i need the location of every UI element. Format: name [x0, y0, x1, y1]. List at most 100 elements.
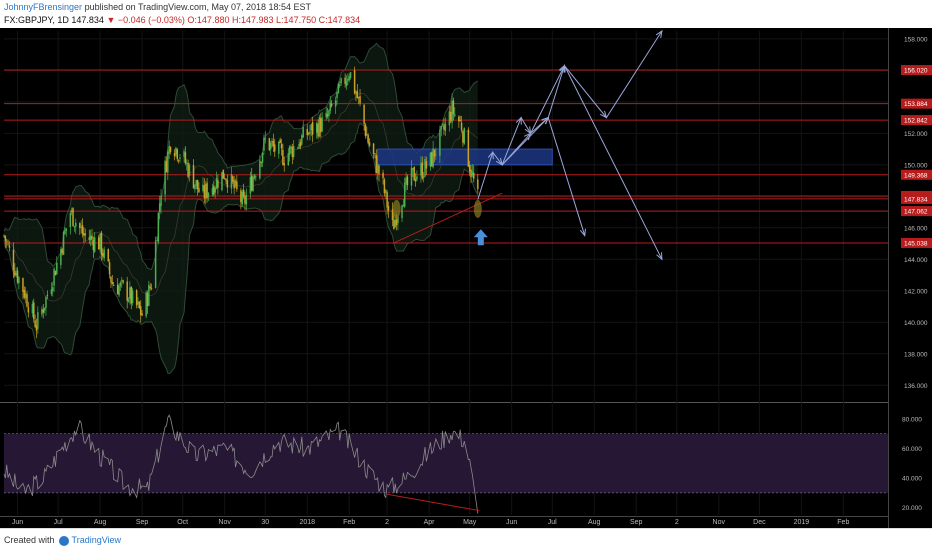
tradingview-link[interactable]: TradingView [71, 535, 122, 545]
candle-body [88, 237, 91, 240]
level-tag-box [901, 206, 932, 217]
level-tag-label: 149.368 [904, 172, 928, 179]
candle-body [50, 289, 53, 294]
candle [42, 304, 45, 319]
candle [213, 180, 215, 197]
candle-body [158, 203, 161, 212]
candle-body [8, 245, 11, 248]
candle [122, 279, 124, 285]
candle [14, 263, 16, 278]
candle-body [79, 223, 81, 228]
candle-body [61, 249, 63, 254]
candle-body [386, 192, 388, 208]
level-tag-box [901, 169, 932, 180]
candle [444, 117, 447, 136]
candle [107, 248, 109, 263]
candle [425, 156, 428, 175]
price-chart-svg[interactable]: Jun Jul Aug Sep Oct Nov 30 2018 Feb 2 Apr May Jun Jul… [0, 28, 932, 528]
candle [325, 106, 327, 121]
y-tick-label: 140.000 [904, 320, 928, 327]
candle [54, 270, 57, 276]
candle-body [433, 149, 436, 157]
level-tag-box [901, 193, 932, 204]
candle-body [7, 243, 9, 245]
candle-body [15, 272, 17, 276]
candle [149, 282, 151, 291]
candle [204, 181, 207, 205]
candle [330, 100, 333, 108]
candle [355, 90, 357, 102]
candle-body [317, 123, 319, 137]
level-tag-box [901, 98, 932, 109]
candle-body [244, 195, 246, 204]
candle [375, 149, 378, 174]
candle [329, 96, 332, 115]
candle-body [421, 162, 424, 179]
candle [317, 119, 319, 140]
candle [196, 179, 199, 196]
chart-area[interactable]: Jun Jul Aug Sep Oct Nov 30 2018 Feb 2 Apr May Jun Jul… [0, 28, 932, 528]
candle-body [420, 163, 422, 176]
candle [421, 156, 424, 181]
symbol-label[interactable]: FX:GBPJPY, 1D [4, 15, 69, 25]
candle-body [5, 241, 8, 243]
candle [241, 189, 244, 207]
candle-body [471, 171, 474, 176]
candle [253, 173, 256, 180]
candle [223, 173, 226, 180]
candle [403, 177, 406, 209]
level-price-tag: 156.020 [901, 65, 932, 76]
candle [118, 283, 120, 298]
candle-body [192, 165, 195, 189]
candle [146, 290, 149, 315]
candle [184, 146, 187, 166]
level-price-tag: 153.884 [901, 98, 932, 109]
candle-body [214, 188, 216, 193]
candle [88, 229, 91, 244]
candle [249, 171, 252, 199]
candle-body [382, 172, 384, 179]
candle [53, 267, 55, 293]
candle [441, 122, 444, 127]
candle [65, 228, 68, 237]
close-value: C:147.834 [318, 15, 361, 25]
candle-body [83, 233, 85, 236]
candle-body [118, 286, 120, 296]
candle [471, 164, 474, 178]
x-tick-label: 30 [261, 519, 269, 526]
candle [459, 115, 461, 122]
candle [244, 191, 246, 211]
candle-body [378, 165, 380, 175]
candle [321, 112, 323, 133]
candle-body [22, 278, 24, 292]
candle-body [372, 143, 375, 154]
candle-body [326, 114, 329, 117]
candle [279, 137, 281, 144]
candle-body [107, 249, 109, 262]
candle-body [307, 133, 310, 134]
candle [4, 235, 7, 248]
candle-body [23, 289, 26, 298]
candle [297, 146, 299, 150]
candle [280, 138, 283, 156]
candle-body [207, 192, 210, 198]
candle-body [477, 179, 479, 190]
candle [138, 301, 141, 310]
candle [192, 159, 195, 189]
x-tick-label: May [463, 519, 477, 526]
candle-body [278, 141, 280, 154]
candle [203, 178, 206, 204]
candle-body [74, 222, 77, 227]
candle [110, 276, 112, 289]
candle [139, 300, 142, 323]
x-tick-label: Dec [753, 519, 766, 526]
candle [291, 143, 294, 165]
candle-body [89, 235, 92, 241]
candle [283, 156, 285, 172]
x-tick-label: Jun [506, 519, 517, 526]
candle-body [439, 129, 441, 156]
tradingview-logo-icon [58, 535, 69, 546]
candle-body [234, 180, 237, 187]
author-link[interactable]: JohnnyFBrensinger [4, 2, 83, 12]
candle-body [429, 152, 432, 168]
